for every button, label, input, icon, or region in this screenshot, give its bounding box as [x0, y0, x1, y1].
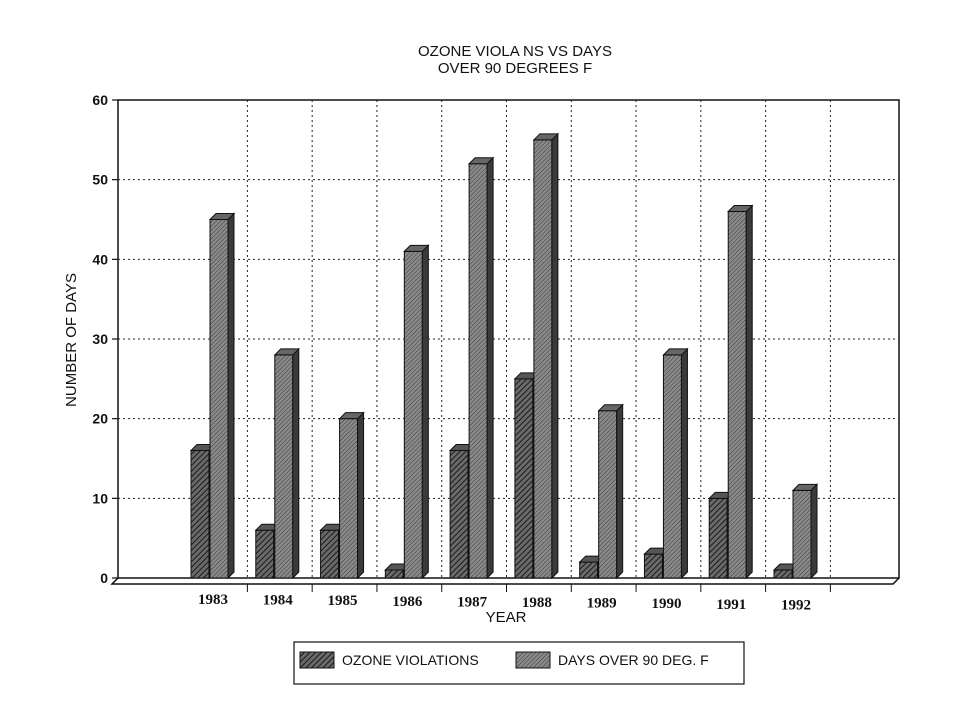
bar-side [292, 347, 300, 580]
y-axis-label: NUMBER OF DAYS [63, 273, 80, 407]
bar-front [403, 250, 423, 579]
grid-lines [118, 100, 899, 578]
bar [597, 403, 624, 580]
bar [532, 132, 560, 580]
bar [273, 347, 300, 580]
legend-swatch-days [515, 651, 551, 669]
bar-side [810, 483, 818, 580]
bar-side [551, 132, 559, 580]
legend-label-ozone: OZONE VIOLATIONS [342, 652, 479, 668]
bar-side [227, 212, 235, 580]
y-tick-label: 10 [92, 490, 108, 506]
bar-top [791, 483, 819, 491]
bar [727, 204, 754, 580]
bar [662, 347, 689, 580]
chart-title-line2: OVER 90 DEGREES F [438, 60, 592, 77]
bar-top [467, 157, 495, 165]
x-tick-label: 1989 [587, 596, 617, 612]
x-ticks: 1983 1984 1985 1986 1987 1988 1989 1990 1991 1992 [198, 584, 831, 613]
y-tick-label: 50 [92, 172, 108, 188]
legend-label-days: DAYS OVER 90 DEG. F [558, 652, 709, 668]
bar-front [708, 497, 728, 579]
bar [467, 156, 495, 580]
x-tick-label: 1990 [651, 596, 681, 612]
bar [208, 212, 236, 580]
bar-front [598, 410, 618, 579]
bar-front [320, 529, 340, 579]
bar-side [357, 411, 365, 580]
bar-side [680, 347, 688, 580]
y-tick-label: 30 [92, 331, 108, 347]
bar-top [532, 133, 560, 141]
bar-top [208, 213, 236, 220]
y-tick-label: 60 [92, 92, 108, 108]
bar-front [773, 569, 793, 579]
bar [772, 562, 800, 580]
bar-side [616, 403, 624, 580]
y-tick-label: 40 [92, 251, 108, 267]
bar-top [597, 404, 624, 412]
bar-front [384, 569, 404, 579]
legend-box [293, 641, 745, 685]
bar-front [274, 354, 294, 579]
x-tick-label: 1987 [457, 594, 488, 610]
bar-front [727, 211, 747, 579]
x-tick-label: 1991 [716, 597, 746, 613]
x-tick-label: 1986 [392, 594, 423, 610]
x-tick-label: 1984 [263, 593, 294, 609]
bar-front [190, 450, 210, 579]
y-ticks: 0 10 20 30 40 50 60 [92, 92, 118, 586]
y-tick-label: 0 [100, 570, 108, 586]
legend-swatch-ozone [299, 651, 335, 669]
bar-top [338, 412, 365, 420]
y-tick-label: 20 [92, 411, 108, 427]
bar-front [533, 139, 553, 579]
bar [403, 244, 430, 580]
bar-front [255, 529, 275, 579]
bar-front [662, 354, 682, 579]
x-tick-label: 1988 [522, 595, 552, 611]
bar [643, 546, 670, 580]
bar-front [449, 450, 469, 579]
bar-front [792, 489, 812, 579]
bar-front [514, 378, 534, 579]
bar-top [273, 348, 300, 356]
x-tick-label: 1985 [328, 593, 358, 609]
bar-side [486, 156, 494, 580]
x-tick-label: 1983 [198, 592, 228, 608]
bar [338, 411, 365, 580]
bar [791, 483, 819, 580]
bar-top [727, 205, 754, 213]
chart-title-line1: OZONE VIOLA NS VS DAYS [418, 43, 612, 60]
bar-front [209, 219, 229, 579]
bar-front [339, 418, 359, 579]
bar-front [468, 163, 488, 579]
bar-side [421, 244, 429, 580]
x-axis-label: YEAR [486, 609, 527, 626]
x-tick-label: 1992 [781, 597, 811, 613]
plot-floor [110, 577, 900, 585]
bar-front [579, 561, 599, 579]
bar-side [745, 204, 753, 580]
bar-front [643, 553, 663, 579]
bars [189, 132, 819, 580]
bar-top [403, 244, 430, 252]
bar-top [662, 348, 689, 356]
